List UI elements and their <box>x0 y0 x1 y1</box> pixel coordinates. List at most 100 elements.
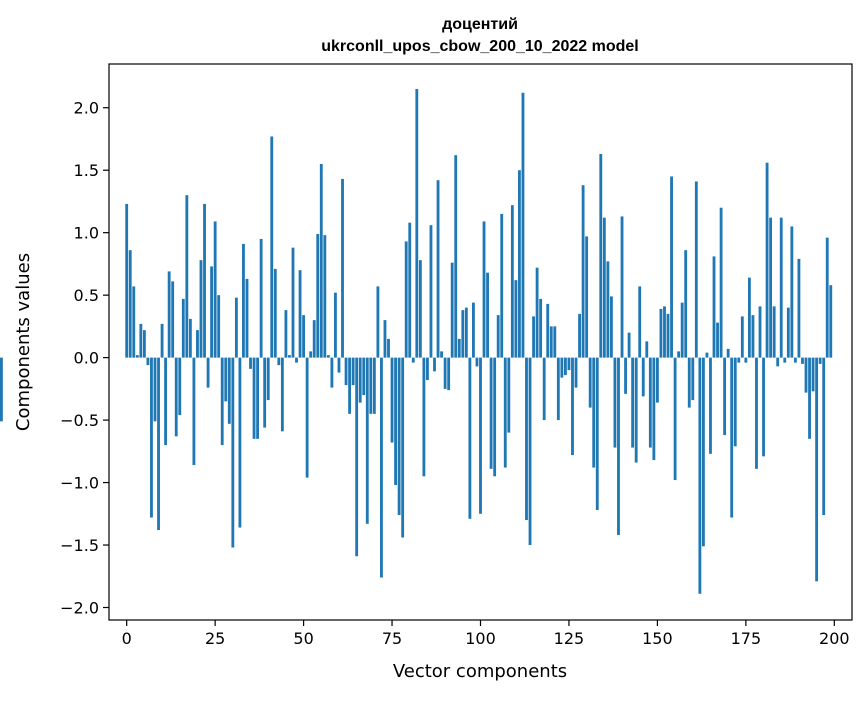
bar <box>627 332 631 358</box>
bar <box>755 357 758 469</box>
bar <box>433 357 436 372</box>
bar <box>790 226 794 358</box>
bar <box>571 357 574 456</box>
bar <box>415 88 419 358</box>
bar <box>532 316 535 358</box>
bar <box>160 323 164 358</box>
bar <box>316 233 320 358</box>
bar <box>249 357 252 369</box>
bar <box>599 153 603 358</box>
bar <box>564 357 567 376</box>
bar <box>196 330 199 358</box>
bar <box>426 357 429 381</box>
bar <box>436 180 440 358</box>
bar <box>747 277 751 358</box>
y-tick-label: −1.5 <box>60 536 99 555</box>
bar <box>418 260 422 358</box>
bar <box>716 322 719 358</box>
bar <box>383 320 387 358</box>
bar <box>723 357 727 436</box>
bar <box>192 357 196 466</box>
bar <box>822 357 826 516</box>
bar <box>139 323 143 358</box>
x-tick-label: 0 <box>122 629 132 648</box>
bar <box>680 302 684 358</box>
bar <box>429 225 433 358</box>
bar <box>663 306 666 358</box>
bar <box>372 357 376 414</box>
bar <box>744 357 748 363</box>
bar <box>525 357 528 521</box>
bar <box>609 296 613 358</box>
bar <box>673 357 677 481</box>
bar <box>266 357 270 401</box>
bar <box>0 357 3 422</box>
x-tick-label: 25 <box>205 629 225 648</box>
bar <box>493 357 497 477</box>
bar <box>245 278 249 358</box>
x-tick-label: 75 <box>382 629 402 648</box>
y-tick-label: 1.5 <box>74 161 99 180</box>
bar <box>549 326 553 358</box>
bar <box>712 256 716 358</box>
bar <box>705 352 709 358</box>
bar <box>280 357 284 432</box>
bar <box>535 267 539 358</box>
x-tick-label: 200 <box>819 629 850 648</box>
bar <box>758 306 762 358</box>
bar <box>348 357 352 414</box>
y-tick-label: −0.5 <box>60 411 99 430</box>
bar <box>631 357 635 448</box>
bar <box>556 357 560 421</box>
bar <box>387 338 390 358</box>
bar <box>489 357 493 469</box>
bar <box>684 250 688 358</box>
bar <box>666 313 670 358</box>
bar <box>818 357 822 364</box>
x-tick-label: 125 <box>554 629 585 648</box>
y-tick-label: −2.0 <box>60 599 99 618</box>
bar <box>528 357 532 546</box>
bar <box>380 357 383 578</box>
bar <box>578 313 581 358</box>
bar <box>358 357 362 403</box>
bar <box>521 92 525 358</box>
bar <box>128 250 132 358</box>
bar <box>581 185 585 358</box>
bar <box>461 310 465 358</box>
bar <box>203 203 206 358</box>
bar <box>510 205 514 358</box>
bar <box>503 357 507 468</box>
bar <box>252 357 256 439</box>
bar <box>298 270 302 358</box>
bar <box>793 357 797 363</box>
bar <box>518 170 521 358</box>
bar <box>701 357 705 547</box>
bar <box>401 357 405 538</box>
bar <box>514 280 518 358</box>
bar <box>602 217 606 358</box>
bar <box>365 357 369 524</box>
bar <box>670 176 673 358</box>
bar <box>687 357 691 408</box>
bar <box>786 307 790 358</box>
y-tick-label: 0.0 <box>74 349 99 368</box>
bar <box>560 357 564 378</box>
bar <box>234 297 238 358</box>
bar <box>574 357 578 388</box>
bar <box>323 235 327 358</box>
bar <box>694 181 698 358</box>
bar <box>567 357 571 371</box>
bar <box>220 357 224 446</box>
bar <box>592 357 596 468</box>
bar <box>457 338 461 358</box>
bar <box>740 316 744 358</box>
bar <box>496 315 500 358</box>
bar <box>355 357 359 557</box>
bar <box>677 351 681 358</box>
bar <box>645 341 649 358</box>
bar <box>655 357 659 403</box>
bar <box>185 195 189 358</box>
bar <box>468 357 472 519</box>
